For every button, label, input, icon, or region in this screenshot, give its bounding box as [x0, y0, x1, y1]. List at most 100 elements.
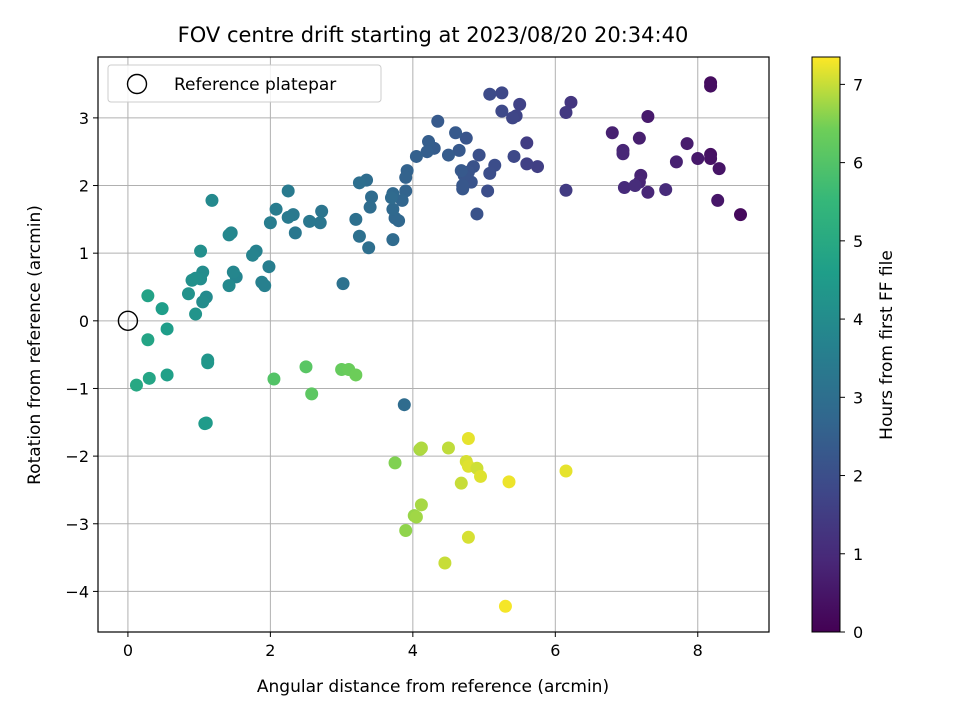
- data-point: [472, 148, 486, 162]
- data-point: [669, 155, 683, 169]
- data-point: [641, 110, 655, 124]
- data-point: [189, 307, 203, 321]
- data-point: [470, 207, 484, 221]
- plot-area-frame: [97, 56, 770, 633]
- colorbar-tick-label: 5: [853, 232, 863, 251]
- chart-title: FOV centre drift starting at 2023/08/20 …: [178, 23, 689, 47]
- data-point: [305, 387, 319, 401]
- data-point: [281, 184, 295, 198]
- data-point: [226, 265, 240, 279]
- data-point: [564, 95, 578, 109]
- data-point: [734, 208, 748, 222]
- data-point: [386, 202, 400, 216]
- data-point: [452, 143, 466, 157]
- colorbar-tick-label: 2: [853, 467, 863, 486]
- data-point: [414, 441, 428, 455]
- data-point: [142, 371, 156, 385]
- data-point: [498, 599, 512, 613]
- data-point: [363, 200, 377, 214]
- data-point: [352, 229, 366, 243]
- y-tick-label: 0: [79, 312, 89, 331]
- data-point: [129, 378, 143, 392]
- data-point: [481, 184, 495, 198]
- data-point: [397, 398, 411, 412]
- colorbar-tick-label: 7: [853, 75, 863, 94]
- data-point: [680, 137, 694, 151]
- data-point: [349, 212, 363, 226]
- data-point: [559, 464, 573, 478]
- data-point: [483, 166, 497, 180]
- data-point: [691, 151, 705, 165]
- colorbar-tick-label: 0: [853, 623, 863, 642]
- data-point: [395, 193, 409, 207]
- data-point: [222, 228, 236, 242]
- data-point: [409, 510, 423, 524]
- legend-reference-marker: [126, 73, 148, 95]
- y-tick-label: 2: [79, 177, 89, 196]
- data-point: [628, 179, 642, 193]
- data-point: [196, 295, 210, 309]
- data-point: [438, 556, 452, 570]
- data-point: [222, 279, 236, 293]
- y-tick-label: −2: [65, 447, 89, 466]
- data-point: [352, 176, 366, 190]
- data-point: [617, 181, 631, 195]
- data-points: [117, 76, 748, 613]
- legend-box: [107, 64, 382, 103]
- data-point: [267, 372, 281, 386]
- y-tick-label: −1: [65, 379, 89, 398]
- y-tick-label: −3: [65, 515, 89, 534]
- data-point: [269, 202, 283, 216]
- data-point: [141, 289, 155, 303]
- data-point: [454, 164, 468, 178]
- data-point: [141, 333, 155, 347]
- data-point: [414, 498, 428, 512]
- x-tick-label: 6: [550, 641, 560, 660]
- y-tick-label: 1: [79, 244, 89, 263]
- data-point: [431, 114, 445, 128]
- data-point: [205, 193, 219, 207]
- colorbar-ticks: 0 1 2 3 4 5 6 7: [840, 75, 863, 642]
- data-point: [386, 233, 400, 247]
- data-point: [632, 131, 646, 145]
- data-point: [313, 216, 327, 230]
- data-point: [160, 322, 174, 336]
- data-point: [659, 183, 673, 197]
- data-point: [336, 277, 350, 291]
- data-point: [388, 456, 402, 470]
- data-point: [605, 126, 619, 140]
- data-point: [441, 441, 455, 455]
- data-point: [641, 185, 655, 199]
- data-point: [559, 105, 573, 119]
- data-point: [262, 260, 276, 274]
- colorbar-tick-label: 6: [853, 154, 863, 173]
- colorbar-label: Hours from first FF file: [877, 250, 897, 440]
- data-point: [513, 97, 527, 111]
- colorbar: 0 1 2 3 4 5 6 7 Hours from first FF file: [811, 56, 897, 642]
- data-point: [155, 302, 169, 316]
- data-point: [420, 145, 434, 159]
- legend-entry-reference: Reference platepar: [174, 75, 336, 95]
- data-point: [246, 248, 260, 262]
- data-point: [704, 79, 718, 93]
- data-point: [441, 148, 455, 162]
- y-tick-label: −4: [65, 582, 89, 601]
- data-point: [160, 368, 174, 382]
- x-axis-label: Angular distance from reference (arcmin): [257, 677, 609, 697]
- data-point: [201, 356, 215, 370]
- data-point: [495, 104, 509, 118]
- data-point: [502, 475, 516, 489]
- data-point: [384, 191, 398, 205]
- data-point: [199, 416, 213, 430]
- data-point: [711, 193, 725, 207]
- data-point: [409, 149, 423, 163]
- data-point: [616, 147, 630, 161]
- data-point: [520, 157, 534, 171]
- data-point: [349, 368, 363, 382]
- data-point: [461, 530, 475, 544]
- data-point: [299, 360, 313, 374]
- x-axis-ticks: 0 2 4 6 8: [123, 632, 703, 660]
- data-point: [315, 204, 329, 218]
- x-tick-label: 4: [408, 641, 418, 660]
